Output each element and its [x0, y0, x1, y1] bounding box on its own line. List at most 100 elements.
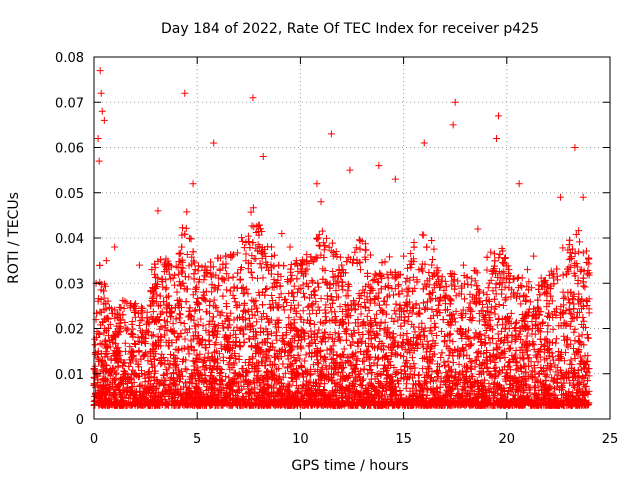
data-point: [523, 282, 531, 290]
data-point: [319, 265, 327, 273]
data-point: [138, 316, 146, 324]
data-point: [169, 320, 177, 328]
data-point: [512, 294, 520, 302]
data-point: [183, 366, 191, 374]
data-point: [362, 339, 370, 347]
data-point: [230, 295, 238, 303]
data-point: [561, 293, 569, 301]
data-point: [362, 256, 370, 264]
data-point: [374, 278, 382, 286]
data-point: [172, 262, 180, 270]
data-point: [495, 254, 503, 262]
data-point: [296, 355, 304, 363]
data-point: [441, 381, 449, 389]
data-point: [475, 317, 483, 325]
data-point: [325, 243, 333, 251]
data-point: [492, 363, 500, 371]
data-point: [102, 282, 110, 290]
data-point: [290, 293, 298, 301]
data-point: [406, 349, 414, 357]
data-point: [471, 277, 479, 285]
data-point: [252, 255, 260, 263]
data-point: [344, 313, 352, 321]
data-point: [414, 309, 422, 317]
data-point: [339, 286, 347, 294]
data-point: [157, 323, 165, 331]
data-point: [231, 298, 239, 306]
data-point: [149, 308, 157, 316]
data-point: [208, 288, 216, 296]
data-point: [407, 250, 415, 258]
data-point: [273, 336, 281, 344]
data-point: [507, 309, 515, 317]
data-point: [313, 235, 321, 243]
data-point: [404, 317, 412, 325]
data-point: [183, 329, 191, 337]
data-point: [320, 386, 328, 394]
data-point: [285, 314, 293, 322]
data-point: [103, 361, 111, 369]
data-point: [513, 275, 521, 283]
data-point: [481, 332, 489, 340]
data-point: [176, 311, 184, 319]
data-point: [414, 371, 422, 379]
data-point: [499, 302, 507, 310]
data-point: [402, 278, 410, 286]
data-point: [217, 341, 225, 349]
data-point: [403, 292, 411, 300]
data-point: [384, 274, 392, 282]
data-point: [578, 305, 586, 313]
data-point: [344, 319, 352, 327]
data-point: [437, 354, 445, 362]
data-point: [572, 230, 580, 238]
data-point: [351, 248, 359, 256]
data-point: [198, 263, 206, 271]
data-point: [352, 244, 360, 252]
data-point: [175, 250, 183, 258]
data-point: [549, 353, 557, 361]
data-point: [338, 394, 346, 402]
data-point: [243, 368, 251, 376]
data-point: [575, 227, 583, 235]
data-point: [227, 309, 235, 317]
data-point: [197, 315, 205, 323]
data-point: [166, 361, 174, 369]
data-point: [181, 335, 189, 343]
data-point: [187, 235, 195, 243]
data-point: [96, 278, 104, 286]
data-point: [496, 250, 504, 258]
data-point: [417, 335, 425, 343]
data-point: [149, 340, 157, 348]
data-point: [411, 328, 419, 336]
data-point: [309, 306, 317, 314]
data-point: [185, 350, 193, 358]
data-point: [161, 324, 169, 332]
data-point: [195, 278, 203, 286]
data-point: [336, 337, 344, 345]
data-point: [415, 377, 423, 385]
data-point: [247, 208, 255, 216]
data-point: [254, 241, 262, 249]
data-point: [505, 266, 513, 274]
data-point: [531, 383, 539, 391]
data-point: [206, 309, 214, 317]
data-point: [582, 247, 590, 255]
data-point: [545, 271, 553, 279]
data-point: [440, 361, 448, 369]
data-point: [311, 291, 319, 299]
data-point: [459, 306, 467, 314]
data-point: [476, 287, 484, 295]
data-point: [251, 311, 259, 319]
data-point: [248, 274, 256, 282]
data-point: [226, 365, 234, 373]
data-point: [109, 375, 117, 383]
data-point: [131, 301, 139, 309]
data-point: [366, 251, 374, 259]
data-point: [147, 302, 155, 310]
data-point: [183, 208, 191, 216]
data-point: [230, 326, 238, 334]
data-point: [185, 385, 193, 393]
data-point: [225, 274, 233, 282]
data-point: [440, 286, 448, 294]
data-point: [344, 253, 352, 261]
